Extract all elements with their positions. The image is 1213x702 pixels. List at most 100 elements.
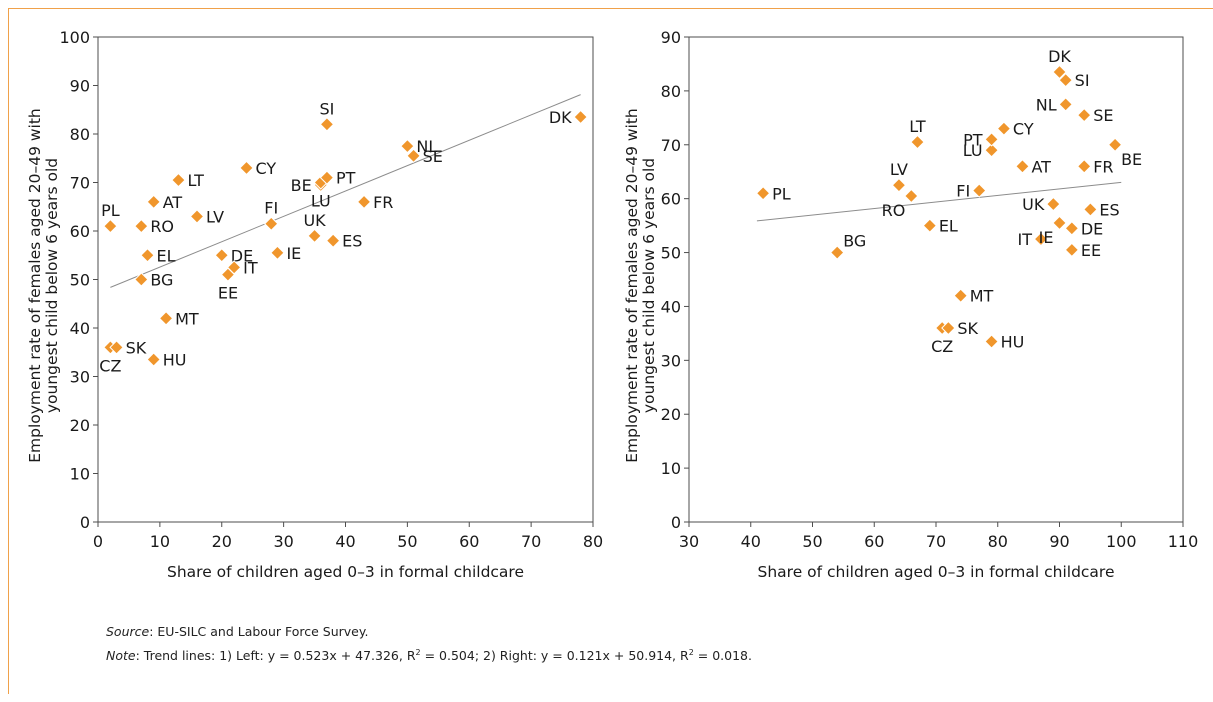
left-point-cy <box>239 160 254 176</box>
right-point-label-se: SE <box>1093 106 1113 125</box>
left-point-se <box>406 148 421 164</box>
left-x-tick-label: 20 <box>212 532 232 551</box>
left-x-tick-label: 60 <box>459 532 479 551</box>
note-label: Note <box>106 648 136 664</box>
right-point-label-el: EL <box>939 217 958 236</box>
source-text: : EU-SILC and Labour Force Survey. <box>149 624 369 639</box>
right-trendline <box>756 181 1122 222</box>
right-point-label-mt: MT <box>970 287 994 306</box>
right-point-mt <box>953 288 968 303</box>
right-point-it <box>1033 231 1049 247</box>
left-x-tick-label: 30 <box>273 532 293 551</box>
right-point-label-be: BE <box>1121 150 1142 169</box>
left-point-label-es: ES <box>342 232 362 251</box>
left-y-tick-label: 30 <box>70 368 90 387</box>
left-point-label-el: EL <box>157 246 176 265</box>
left-point-label-lt: LT <box>187 171 204 190</box>
left-y-tick-label: 40 <box>70 319 90 338</box>
right-point-label-nl: NL <box>1036 95 1057 114</box>
right-x-tick-label: 60 <box>864 532 884 551</box>
left-point-at <box>146 194 161 210</box>
left-x-tick-label: 0 <box>93 532 103 551</box>
left-y-axis-label-line: Employment rate of females aged 20–49 wi… <box>26 108 44 463</box>
left-point-label-lv: LV <box>206 207 224 226</box>
right-point-label-fi: FI <box>956 182 970 201</box>
left-point-uk <box>307 228 322 244</box>
left-point-label-ro: RO <box>150 217 174 236</box>
right-point-label-hu: HU <box>1001 332 1025 351</box>
left-point-label-cy: CY <box>256 159 277 178</box>
right-point-lv <box>891 177 907 193</box>
left-point-label-nl: NL <box>416 137 437 156</box>
source-note: Source: EU-SILC and Labour Force Survey. <box>106 624 368 639</box>
left-point-label-fr: FR <box>373 193 393 212</box>
left-point-label-fi: FI <box>264 199 278 218</box>
right-point-sk <box>941 320 956 336</box>
right-point-fr <box>1076 159 1092 174</box>
right-y-tick-label: 30 <box>661 351 681 370</box>
right-point-label-ee: EE <box>1081 241 1101 260</box>
right-y-tick-label: 50 <box>661 244 681 263</box>
left-y-tick-label: 100 <box>59 28 90 47</box>
left-y-tick-label: 10 <box>70 465 90 484</box>
right-point-label-lu: LU <box>963 141 983 160</box>
trendline-note: Note: Trend lines: 1) Left: y = 0.523x +… <box>106 648 752 663</box>
left-y-tick-label: 90 <box>70 77 90 96</box>
left-x-axis-label: Share of children aged 0–3 in formal chi… <box>167 563 524 581</box>
right-point-se <box>1076 107 1092 123</box>
right-point-label-si: SI <box>1075 71 1090 90</box>
left-point-lt <box>171 172 186 188</box>
left-point-label-ie: IE <box>286 244 301 263</box>
right-x-tick-label: 80 <box>988 532 1008 551</box>
left-point-label-ee: EE <box>218 284 238 303</box>
right-x-tick-label: 50 <box>802 532 822 551</box>
right-y-tick-label: 40 <box>661 297 681 316</box>
right-point-el <box>922 218 938 233</box>
left-point-label-dk: DK <box>549 108 572 127</box>
left-y-tick-label: 70 <box>70 174 90 193</box>
note-text-part-1: : Trend lines: 1) Left: y = 0.523x + 47.… <box>135 648 416 664</box>
right-point-ee <box>1064 242 1080 258</box>
left-point-label-mt: MT <box>175 309 199 328</box>
right-point-label-dk: DK <box>1048 47 1071 66</box>
right-point-at <box>1015 159 1030 174</box>
left-point-el <box>140 248 155 263</box>
left-point-label-be: BE <box>291 176 312 195</box>
left-x-tick-label: 50 <box>397 532 417 551</box>
right-point-label-cz: CZ <box>931 337 953 356</box>
right-point-lt <box>910 134 925 150</box>
right-point-nl <box>1058 97 1073 112</box>
left-y-tick-label: 0 <box>80 513 90 532</box>
left-x-tick-label: 80 <box>583 532 603 551</box>
right-point-lu <box>984 142 999 158</box>
right-point-label-lt: LT <box>909 117 926 136</box>
right-y-tick-label: 20 <box>661 405 681 424</box>
left-point-label-se: SE <box>423 147 443 166</box>
right-point-dk <box>1052 64 1067 80</box>
left-point-si <box>319 117 335 132</box>
right-point-label-cy: CY <box>1013 120 1034 139</box>
left-point-label-it: IT <box>243 258 258 277</box>
left-trendline <box>110 94 581 288</box>
right-point-label-sk: SK <box>957 319 978 338</box>
right-point-ie <box>1052 215 1067 231</box>
right-point-ro <box>904 188 919 204</box>
left-point-es <box>325 233 341 248</box>
left-point-nl <box>400 138 415 154</box>
left-point-dk <box>573 109 588 125</box>
left-point-fr <box>356 194 372 210</box>
left-point-label-at: AT <box>163 193 183 212</box>
right-x-tick-label: 90 <box>1049 532 1069 551</box>
left-point-pt <box>319 170 335 185</box>
right-point-label-lv: LV <box>890 160 908 179</box>
right-y-tick-label: 0 <box>671 513 681 532</box>
right-y-tick-label: 80 <box>661 82 681 101</box>
right-x-tick-label: 110 <box>1168 532 1199 551</box>
note-text-part-2: = 0.504; 2) Right: y = 0.121x + 50.914, … <box>420 648 689 664</box>
note-text-part-3: = 0.018. <box>693 648 752 664</box>
left-point-label-si: SI <box>320 99 335 118</box>
left-point-ie <box>270 245 285 261</box>
right-point-pt <box>984 132 999 147</box>
right-point-label-fr: FR <box>1093 157 1113 176</box>
right-point-es <box>1083 202 1098 217</box>
